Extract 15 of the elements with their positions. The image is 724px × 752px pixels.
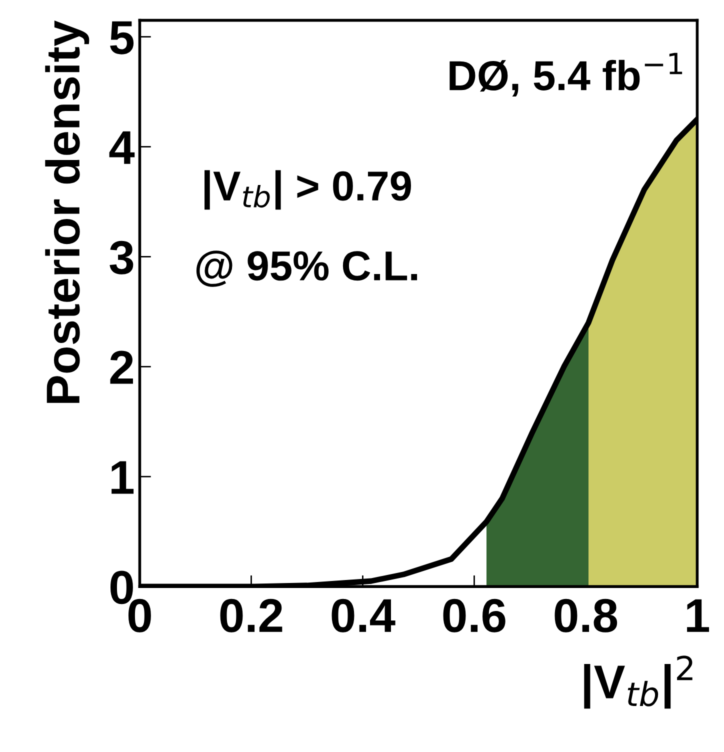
- y-tick-label: 5: [110, 21, 134, 54]
- x-axis-title: |V$_{tb}$|$^{2}$: [584, 656, 692, 709]
- y-tick-label: 2: [110, 350, 133, 384]
- y-tick-label: 3: [110, 240, 134, 274]
- x-tick-label: 0.8: [554, 598, 618, 632]
- annotation: |V$_{tb}$| > 0.79: [204, 170, 411, 210]
- y-tick-label: 4: [109, 131, 135, 164]
- annotation: DØ, 5.4 fb$^{−1}$: [450, 52, 682, 97]
- y-axis-title: Posterior density: [45, 20, 90, 403]
- x-tick-label: 0.6: [443, 598, 506, 632]
- annotation: @ 95% C.L.: [196, 250, 418, 287]
- x-tick-label: 0.4: [332, 598, 396, 632]
- x-tick-label: 1: [687, 599, 710, 632]
- y-tick-label: 1: [112, 461, 134, 494]
- x-tick-label: 0.2: [220, 598, 282, 632]
